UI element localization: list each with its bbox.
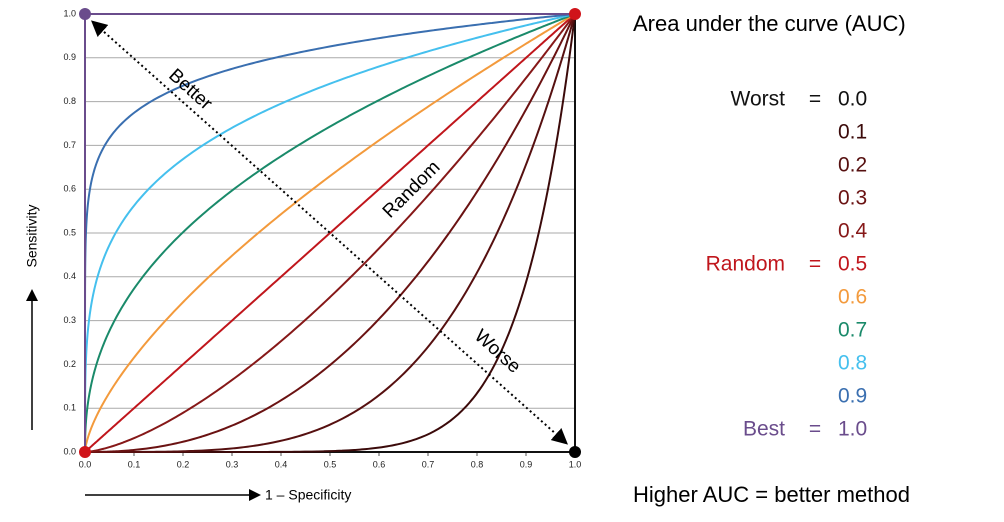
y-tick-label: 0.9 xyxy=(63,52,76,62)
y-tick-label: 0.2 xyxy=(63,359,76,369)
auc-list: 0.0 Worst = 0.1 0.2 0.3 0.4 0.5 Random = 0.6 0.7 0.8… xyxy=(706,88,868,441)
y-tick-label: 1.0 xyxy=(63,8,76,18)
auc-rating: Random xyxy=(706,253,785,276)
x-tick-label: 0.9 xyxy=(520,459,533,469)
auc-value: 0.3 xyxy=(838,187,867,210)
y-tick-label: 0.6 xyxy=(63,184,76,194)
corner-dot xyxy=(569,446,581,458)
y-tick-label: 0.4 xyxy=(63,271,76,281)
auc-value: 0.9 xyxy=(838,385,867,408)
y-tick-label: 0.8 xyxy=(63,96,76,106)
chart-title: Area under the curve (AUC) xyxy=(633,11,906,36)
auc-value: 0.8 xyxy=(838,352,867,375)
y-tick-label: 0.3 xyxy=(63,315,76,325)
auc-rating: Worst xyxy=(731,88,786,111)
equals-sign: = xyxy=(809,88,821,111)
x-tick-label: 0.5 xyxy=(324,459,337,469)
auc-rating: Best xyxy=(743,418,785,441)
auc-value: 0.4 xyxy=(838,220,868,243)
x-tick-label: 0.3 xyxy=(226,459,239,469)
footer: Higher AUC = better method xyxy=(633,482,910,507)
equals-sign: = xyxy=(809,418,821,441)
auc-value: 0.5 xyxy=(838,253,867,276)
y-tick-label: 0.5 xyxy=(63,227,76,237)
y-tick-label: 0.0 xyxy=(63,446,76,456)
x-tick-label: 0.2 xyxy=(177,459,190,469)
auc-value: 0.2 xyxy=(838,154,867,177)
y-tick-label: 0.7 xyxy=(63,140,76,150)
x-tick-label: 0.8 xyxy=(471,459,484,469)
auc-value: 0.0 xyxy=(838,88,867,111)
equals-sign: = xyxy=(809,253,821,276)
x-tick-label: 0.4 xyxy=(275,459,288,469)
auc-value: 0.6 xyxy=(838,286,867,309)
auc-value: 0.7 xyxy=(838,319,867,342)
corner-dot xyxy=(569,8,581,20)
auc-value: 1.0 xyxy=(838,418,867,441)
y-tick-label: 0.1 xyxy=(63,403,76,413)
diagonal-arrow xyxy=(91,20,568,445)
annotation: Worse xyxy=(470,326,525,378)
x-tick-label: 0.0 xyxy=(79,459,92,469)
x-tick-label: 0.6 xyxy=(373,459,386,469)
y-axis-label: Sensitivity xyxy=(24,204,40,267)
corner-dot xyxy=(79,8,91,20)
corner-dot xyxy=(79,446,91,458)
x-tick-label: 0.7 xyxy=(422,459,435,469)
x-axis-label: 1 – Specificity xyxy=(265,487,351,503)
plot: 0.0 0.1 0.2 0.3 0.4 0.5 0.6 0.7 0.8 0.9 1.0 0.0 0.1 0… xyxy=(63,8,581,469)
x-tick-label: 1.0 xyxy=(569,459,582,469)
x-tick-label: 0.1 xyxy=(128,459,141,469)
auc-value: 0.1 xyxy=(838,121,867,144)
